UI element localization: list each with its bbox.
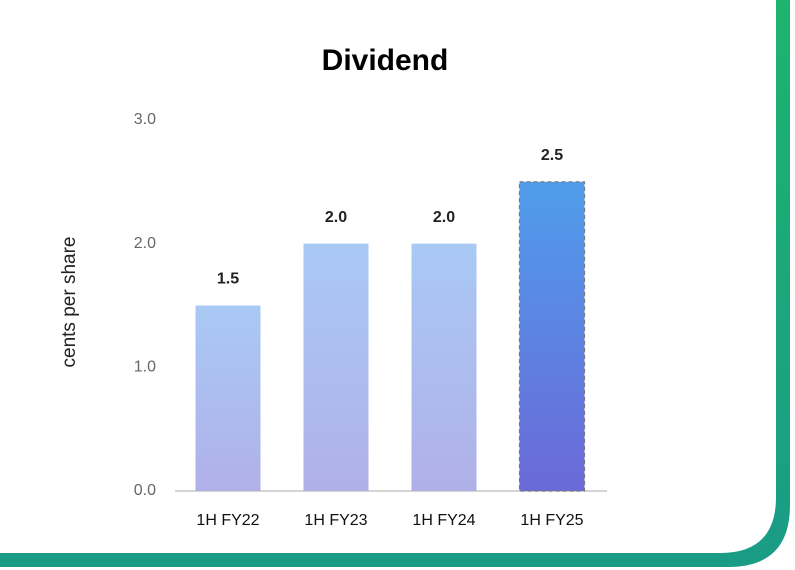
bar: [518, 181, 586, 492]
x-tick-label: 1H FY22: [196, 512, 259, 529]
bar: [195, 305, 261, 491]
y-tick-label: 3.0: [134, 111, 156, 128]
value-label: 2.0: [433, 209, 455, 226]
bar: [411, 243, 477, 491]
value-label: 2.0: [325, 209, 347, 226]
y-tick-label: 0.0: [134, 482, 156, 499]
y-axis-label: cents per share: [59, 237, 80, 368]
bar: [303, 243, 369, 491]
x-tick-label: 1H FY23: [304, 512, 367, 529]
value-label: 1.5: [217, 271, 239, 288]
y-tick-label: 1.0: [134, 359, 156, 376]
value-label: 2.5: [541, 147, 563, 164]
x-tick-label: 1H FY24: [412, 512, 475, 529]
x-tick-label: 1H FY25: [520, 512, 583, 529]
y-tick-label: 2.0: [134, 235, 156, 252]
chart-title: Dividend: [322, 44, 449, 77]
